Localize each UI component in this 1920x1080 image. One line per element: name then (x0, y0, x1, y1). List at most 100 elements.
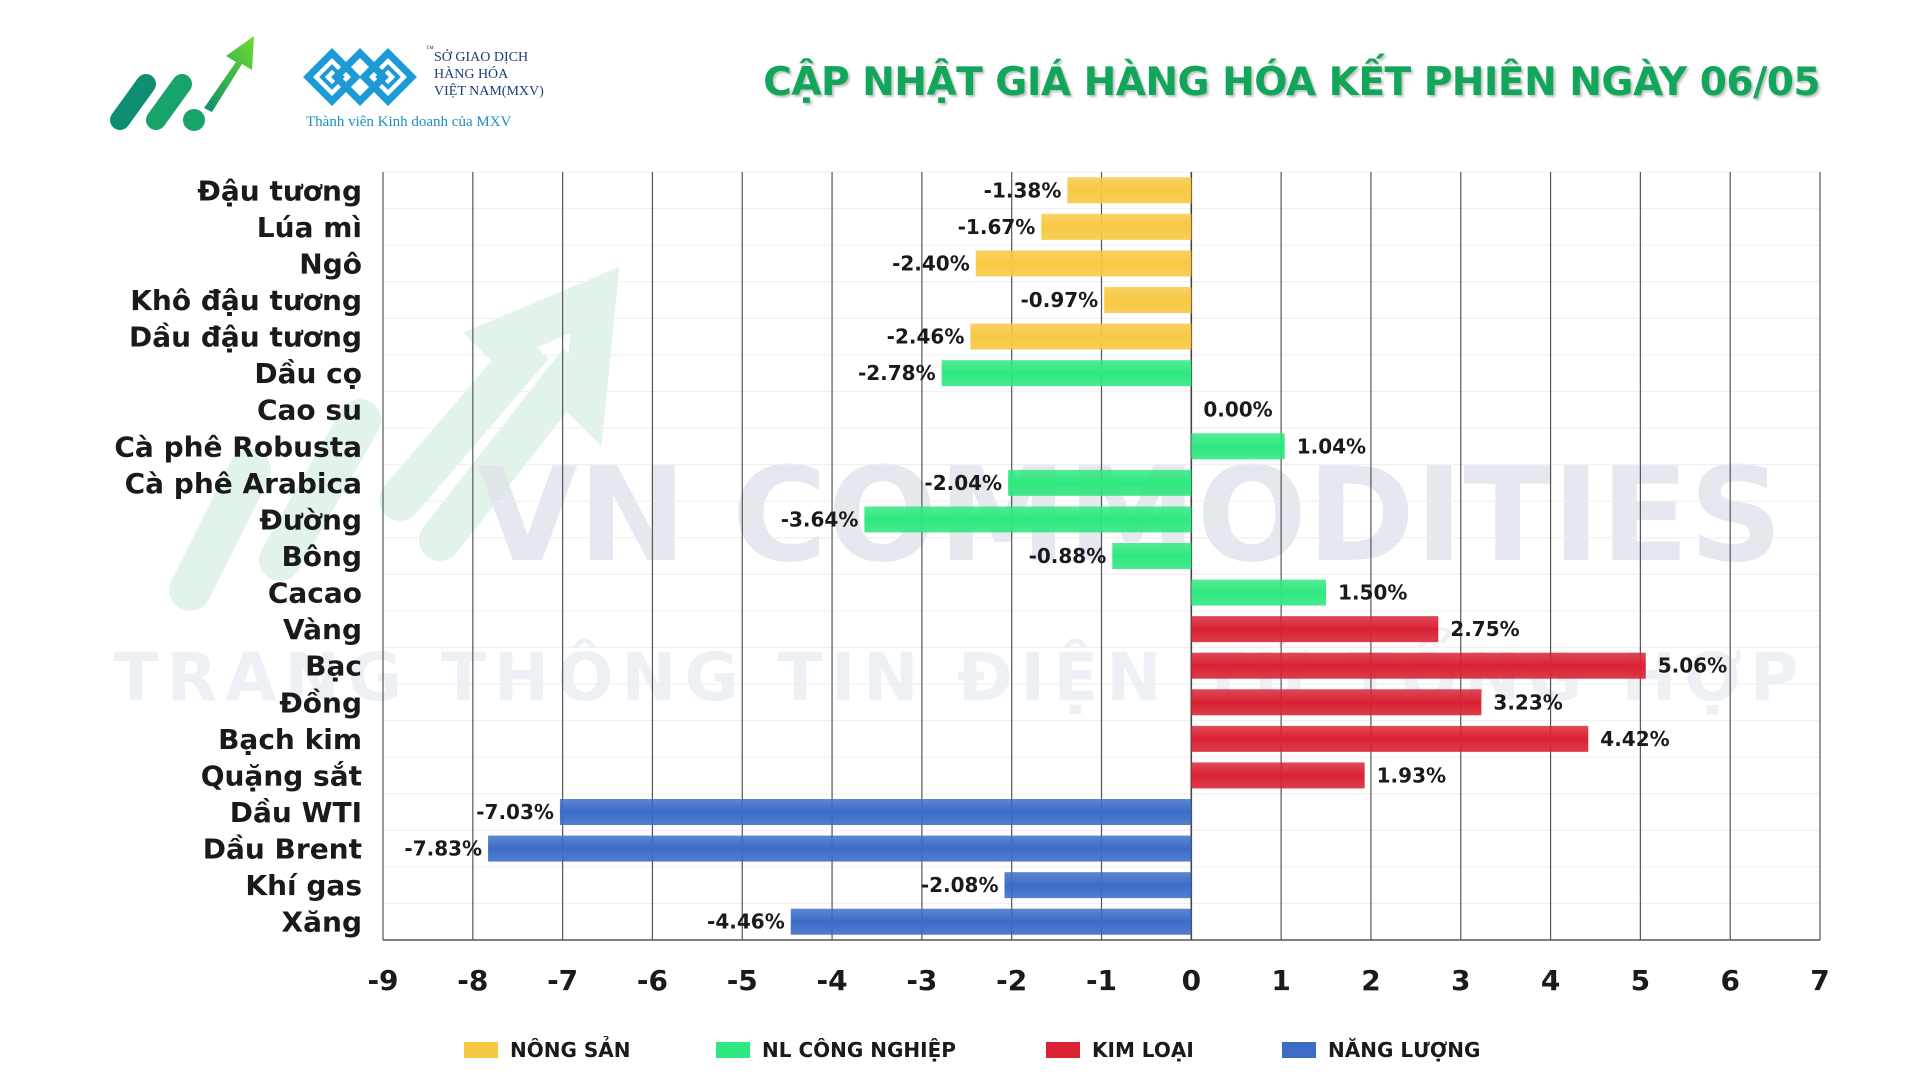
legend-swatch (1282, 1042, 1316, 1058)
legend-label: NL CÔNG NGHIỆP (762, 1038, 956, 1062)
legend-item: NĂNG LƯỢNG (1282, 1038, 1480, 1062)
legend-label: NÔNG SẢN (510, 1038, 631, 1062)
data-label: 5.06% (1658, 654, 1727, 678)
data-label: 3.23% (1493, 690, 1562, 714)
x-tick-label: -4 (817, 964, 848, 997)
data-label: 1.50% (1338, 581, 1407, 605)
bar (1008, 469, 1192, 496)
category-label: Bạc (305, 650, 362, 683)
category-label: Bông (281, 540, 362, 573)
x-tick-label: 7 (1810, 964, 1829, 997)
green-arrow-logo-icon (110, 36, 254, 131)
page-title: CẬP NHẬT GIÁ HÀNG HÓA KẾT PHIÊN NGÀY 06/… (763, 60, 1820, 105)
bar (1041, 213, 1192, 240)
x-tick-label: -8 (457, 964, 488, 997)
mxv-name: SỞ GIAO DỊCH HÀNG HÓA VIỆT NAM(MXV) (434, 49, 544, 100)
category-label: Lúa mì (257, 211, 362, 244)
mxv-member-subtitle: Thành viên Kinh doanh của MXV (306, 114, 512, 130)
data-label: 4.42% (1600, 727, 1669, 751)
x-tick-label: -2 (996, 964, 1027, 997)
x-tick-label: 4 (1541, 964, 1560, 997)
data-label: -2.04% (924, 471, 1002, 495)
bar (488, 835, 1192, 862)
data-label: -0.88% (1029, 544, 1107, 568)
bar (559, 799, 1192, 825)
data-label: -0.97% (1021, 288, 1099, 312)
x-tick-label: 1 (1271, 964, 1290, 997)
category-label: Cacao (268, 577, 362, 610)
data-label: -2.46% (887, 325, 965, 349)
x-tick-label: 5 (1631, 964, 1650, 997)
x-tick-label: 3 (1451, 964, 1470, 997)
x-tick-label: 0 (1182, 964, 1201, 997)
bar (1112, 543, 1192, 569)
category-label: Dầu cọ (254, 357, 362, 390)
x-tick-label: -6 (637, 964, 668, 997)
bar (970, 323, 1192, 350)
data-label: -7.03% (476, 800, 554, 824)
data-label: -2.08% (921, 873, 999, 897)
mxv-line-2: HÀNG HÓA (434, 67, 509, 82)
x-tick-label: -5 (727, 964, 758, 997)
bar (1004, 872, 1192, 899)
data-label: -1.67% (958, 215, 1036, 239)
category-label: Dầu Brent (203, 833, 362, 866)
bar (1104, 287, 1192, 313)
x-tick-label: 2 (1361, 964, 1380, 997)
data-label: -2.78% (858, 361, 936, 385)
category-label: Khô đậu tương (130, 284, 362, 317)
data-label: -1.38% (984, 178, 1062, 202)
category-label: Xăng (282, 906, 362, 939)
mxv-line-1: SỞ GIAO DỊCH (434, 50, 529, 65)
data-label: -3.64% (781, 507, 859, 531)
bar (1191, 762, 1365, 789)
legend-swatch (716, 1042, 750, 1058)
chart-legend: NÔNG SẢN NL CÔNG NGHIỆP KIM LOẠI NĂNG LƯỢNG (0, 1038, 1920, 1068)
data-label: 1.93% (1377, 763, 1446, 787)
category-label: Cao su (257, 394, 362, 427)
category-label: Quặng sắt (201, 759, 362, 792)
category-label: Đậu tương (197, 174, 362, 207)
x-tick-label: -9 (367, 964, 398, 997)
bar (941, 360, 1192, 387)
bar (1067, 177, 1192, 204)
category-label: Đồng (279, 686, 362, 719)
bar (975, 250, 1192, 277)
category-label: Dầu đậu tương (129, 321, 362, 354)
legend-label: KIM LOẠI (1092, 1038, 1194, 1062)
data-label: -7.83% (404, 837, 482, 861)
header: SỞ GIAO DỊCH HÀNG HÓA VIỆT NAM(MXV) ™ Th… (0, 0, 1920, 160)
legend-item: KIM LOẠI (1046, 1038, 1194, 1062)
bar (864, 506, 1192, 533)
legend-swatch (464, 1042, 498, 1058)
category-label: Đường (259, 503, 362, 536)
data-label: 1.04% (1297, 434, 1366, 458)
x-tick-label: -1 (1086, 964, 1117, 997)
bar (790, 908, 1192, 935)
legend-label: NĂNG LƯỢNG (1328, 1038, 1481, 1062)
bar (1191, 725, 1589, 752)
data-label: 0.00% (1203, 398, 1272, 422)
category-label: Vàng (283, 613, 362, 646)
bar (1191, 433, 1285, 460)
legend-item: NÔNG SẢN (464, 1038, 630, 1062)
mxv-line-3: VIỆT NAM(MXV) (434, 84, 544, 99)
data-label: -2.40% (892, 251, 970, 275)
category-label: Khí gas (245, 869, 362, 902)
data-label: 2.75% (1450, 617, 1519, 641)
bar (1191, 652, 1646, 679)
mxv-lattice-logo-icon (303, 48, 417, 106)
bar (1191, 579, 1327, 606)
data-label: -4.46% (707, 910, 785, 934)
bar (1191, 689, 1482, 716)
watermark-arrow-icon (169, 266, 620, 611)
legend-item: NL CÔNG NGHIỆP (716, 1038, 956, 1062)
category-label: Bạch kim (218, 723, 362, 756)
category-label: Cà phê Arabica (125, 467, 362, 500)
x-tick-label: 6 (1720, 964, 1739, 997)
trademark-mark: ™ (426, 44, 434, 53)
legend-swatch (1046, 1042, 1080, 1058)
x-tick-label: -3 (906, 964, 937, 997)
bar (1191, 616, 1439, 643)
